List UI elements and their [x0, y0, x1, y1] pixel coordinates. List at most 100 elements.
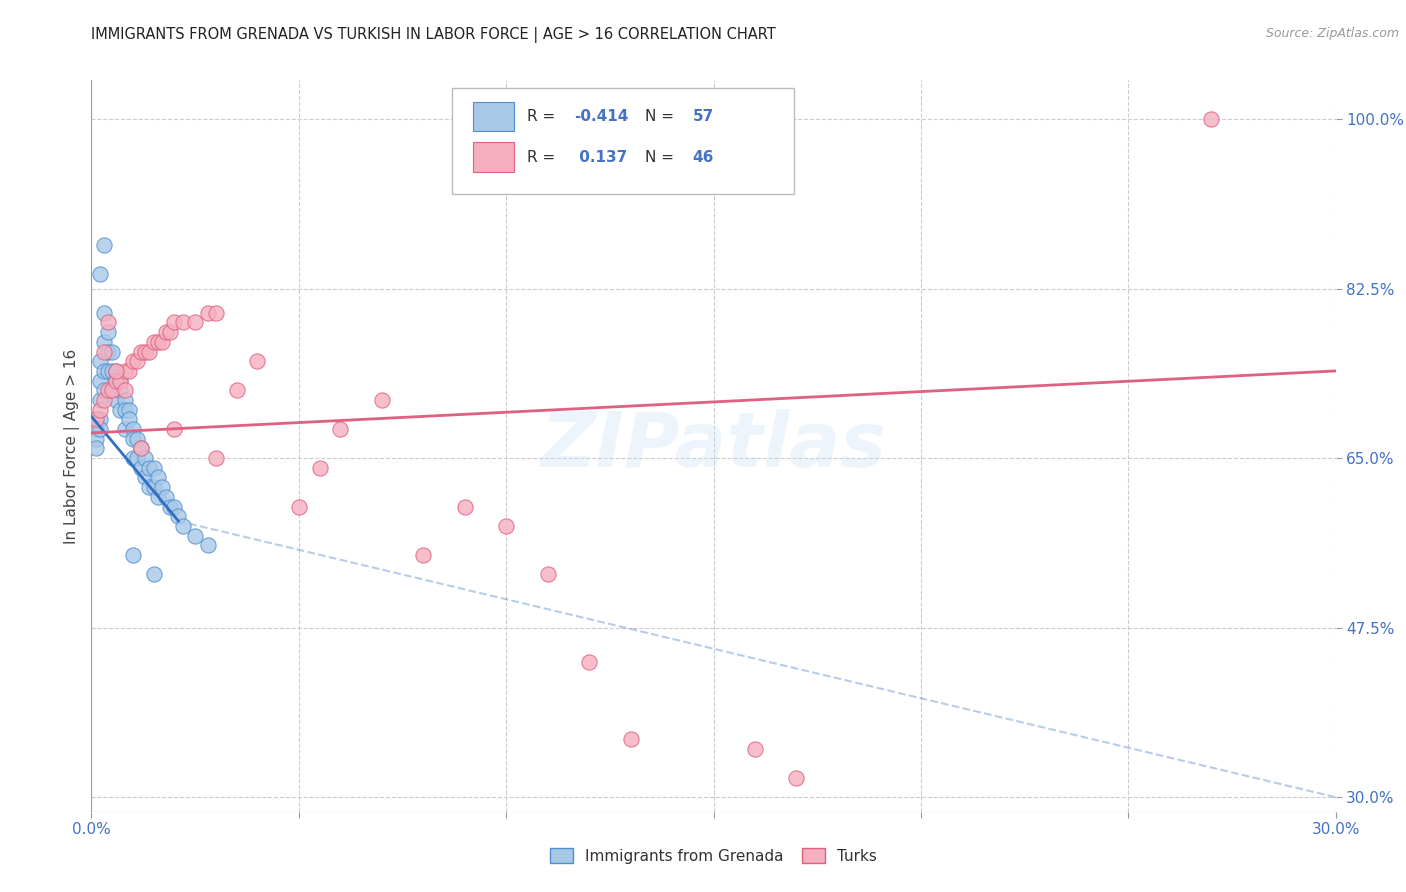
Point [89, 412, 111, 426]
Point [93, 238, 115, 252]
Point [536, 567, 558, 582]
Point [744, 741, 766, 756]
Point [93, 384, 115, 398]
Point [150, 480, 173, 494]
Point [101, 344, 124, 359]
Point [93, 306, 115, 320]
Point [84, 422, 107, 436]
Point [184, 316, 207, 330]
Point [129, 344, 152, 359]
Point [114, 392, 136, 407]
Point [134, 470, 156, 484]
Point [84, 412, 107, 426]
Point [84, 412, 107, 426]
Point [105, 364, 128, 378]
Point [125, 354, 148, 368]
Point [205, 306, 228, 320]
Point [163, 500, 186, 514]
Point [246, 354, 269, 368]
Point [134, 451, 156, 466]
Point [110, 374, 132, 388]
Text: 46: 46 [692, 150, 714, 165]
Point [138, 344, 160, 359]
Point [125, 432, 148, 446]
Text: ZIPatlas: ZIPatlas [540, 409, 887, 483]
Point [93, 344, 115, 359]
Point [205, 451, 228, 466]
Point [146, 470, 169, 484]
Point [97, 316, 120, 330]
Point [619, 732, 641, 747]
Point [89, 422, 111, 436]
Point [197, 538, 219, 552]
Point [163, 422, 186, 436]
Point [172, 316, 194, 330]
Point [134, 344, 156, 359]
Point [110, 374, 132, 388]
Point [138, 460, 160, 475]
Point [84, 442, 107, 456]
Point [121, 548, 145, 562]
Point [155, 325, 177, 339]
Point [155, 490, 177, 504]
Point [495, 519, 517, 533]
Point [146, 490, 169, 504]
Point [114, 384, 136, 398]
Point [89, 354, 111, 368]
Point [150, 334, 173, 349]
Point [453, 500, 475, 514]
Text: Source: ZipAtlas.com: Source: ZipAtlas.com [1265, 27, 1399, 40]
Point [105, 374, 128, 388]
Bar [474, 143, 515, 171]
FancyBboxPatch shape [453, 87, 794, 194]
Text: N =: N = [645, 110, 679, 124]
Point [129, 460, 152, 475]
Point [129, 442, 152, 456]
Point [101, 384, 124, 398]
Point [110, 384, 132, 398]
Point [114, 402, 136, 417]
Point [184, 528, 207, 542]
Point [89, 267, 111, 281]
Text: -0.414: -0.414 [574, 110, 628, 124]
Point [101, 364, 124, 378]
Point [118, 412, 141, 426]
Point [172, 519, 194, 533]
Text: R =: R = [527, 150, 560, 165]
Text: R =: R = [527, 110, 560, 124]
Point [114, 422, 136, 436]
Point [105, 374, 128, 388]
Point [142, 567, 165, 582]
Text: 0.137: 0.137 [574, 150, 627, 165]
Point [121, 422, 145, 436]
Point [163, 316, 186, 330]
Point [1201, 112, 1223, 126]
Bar [474, 103, 515, 131]
Point [97, 384, 120, 398]
Point [142, 460, 165, 475]
Point [93, 364, 115, 378]
Point [159, 325, 181, 339]
Text: IMMIGRANTS FROM GRENADA VS TURKISH IN LABOR FORCE | AGE > 16 CORRELATION CHART: IMMIGRANTS FROM GRENADA VS TURKISH IN LA… [91, 27, 776, 43]
Point [578, 655, 600, 669]
Point [118, 364, 141, 378]
Text: N =: N = [645, 150, 679, 165]
Point [121, 354, 145, 368]
Point [89, 392, 111, 407]
Point [110, 402, 132, 417]
Point [197, 306, 219, 320]
Point [329, 422, 352, 436]
Text: 57: 57 [692, 110, 714, 124]
Point [159, 500, 181, 514]
Point [118, 402, 141, 417]
Y-axis label: In Labor Force | Age > 16: In Labor Force | Age > 16 [65, 349, 80, 543]
Point [129, 442, 152, 456]
Point [287, 500, 309, 514]
Point [125, 451, 148, 466]
Point [225, 384, 247, 398]
Point [121, 432, 145, 446]
Point [146, 334, 169, 349]
Legend: Immigrants from Grenada, Turks: Immigrants from Grenada, Turks [544, 842, 883, 870]
Point [114, 364, 136, 378]
Point [97, 325, 120, 339]
